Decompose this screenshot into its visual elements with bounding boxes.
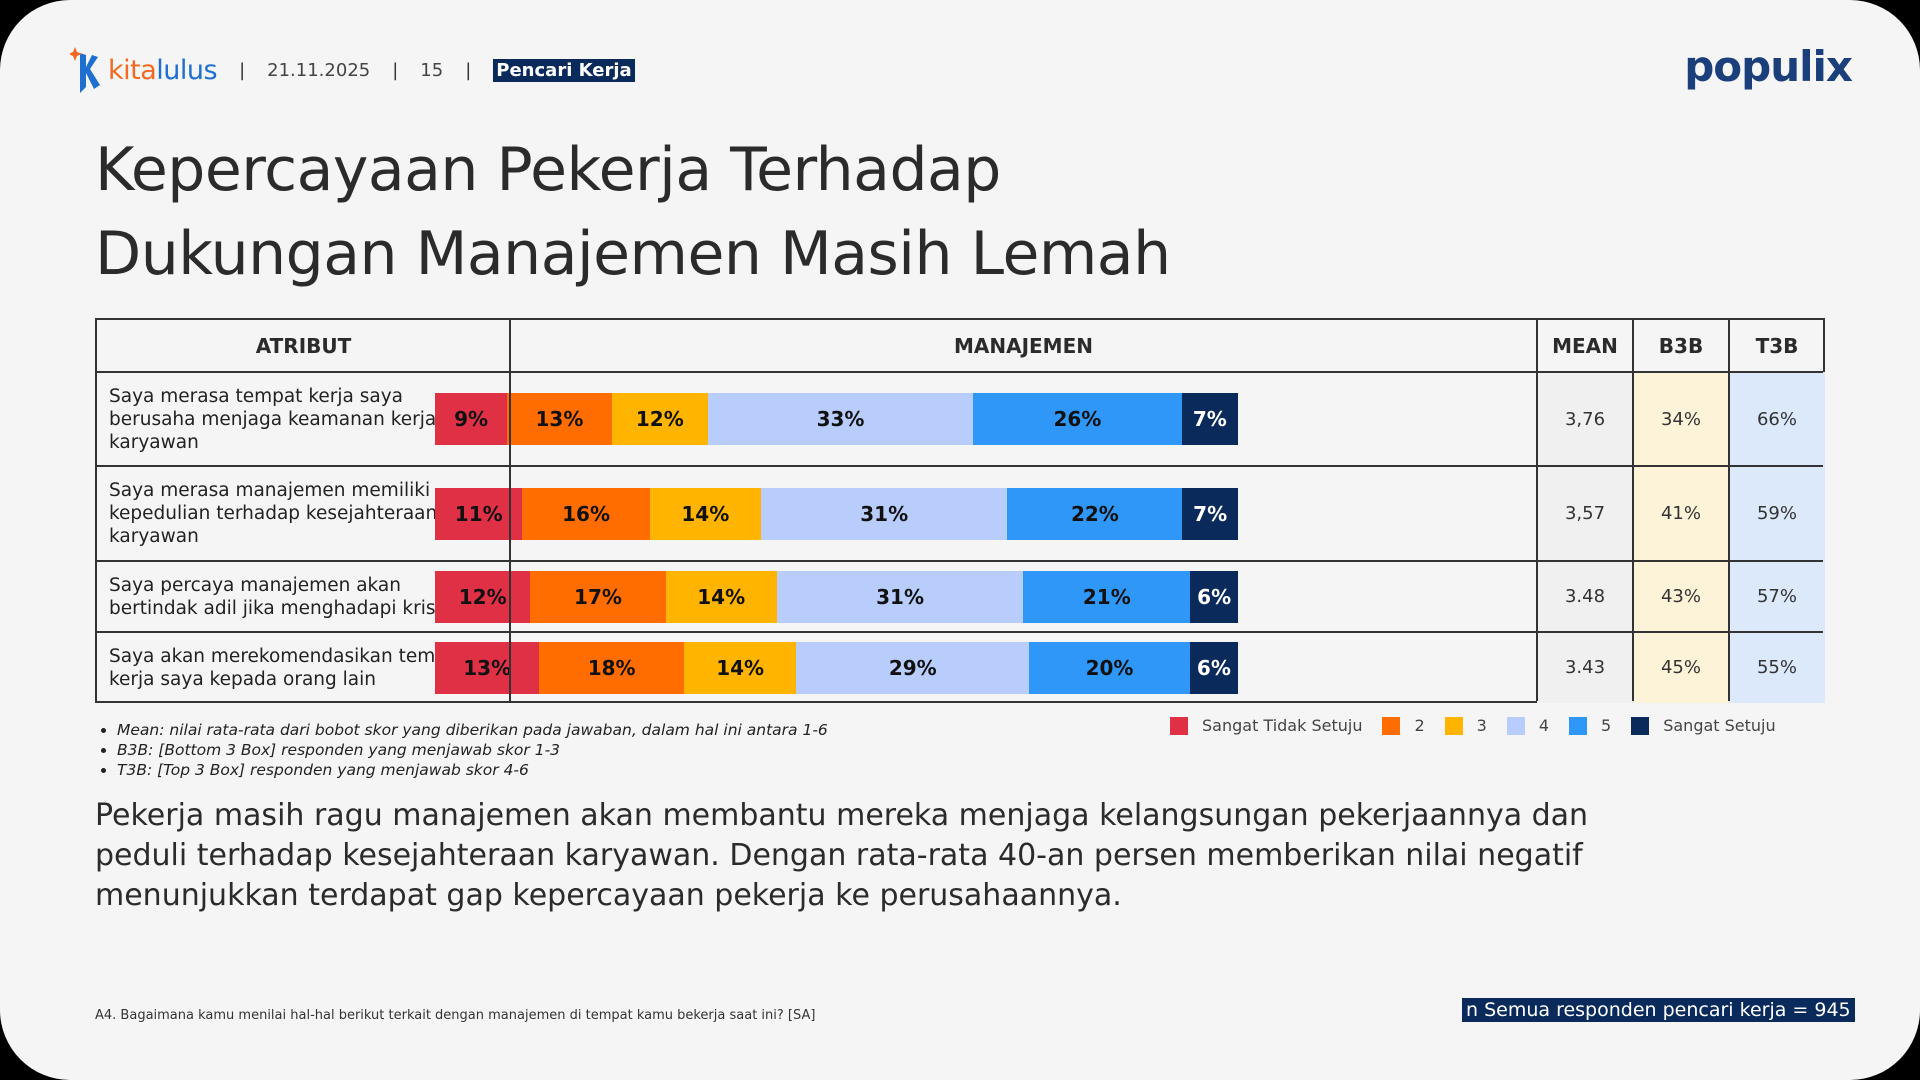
- bar-segment-1: 13%: [435, 641, 540, 694]
- bar-segment-4: 33%: [708, 393, 973, 445]
- legend-item: 5: [1569, 716, 1611, 735]
- legend-item: Sangat Tidak Setuju: [1170, 716, 1362, 735]
- header-atribut: ATRIBUT: [255, 334, 352, 358]
- bar-segment-2: 16%: [522, 487, 650, 540]
- header-separator: |: [465, 59, 472, 81]
- legend-item: Sangat Setuju: [1631, 716, 1776, 735]
- bar-segment-3: 14%: [665, 570, 777, 623]
- bar-segment-4: 29%: [796, 641, 1030, 694]
- bar-segment-3: 14%: [683, 641, 797, 694]
- attribute-cell: Saya merasa tempat kerja saya berusaha m…: [109, 385, 437, 453]
- header-date: 21.11.2025: [267, 59, 371, 81]
- kitalulus-mark-icon: [70, 47, 100, 93]
- mean-cell: 3.48: [1537, 561, 1633, 632]
- title-line-2: Dukungan Manajemen Masih Lemah: [95, 219, 1171, 289]
- legend-swatch-1: [1170, 716, 1188, 735]
- bar-segment-6: 7%: [1182, 487, 1238, 540]
- table-hline: [97, 371, 1823, 373]
- bar-segment-1: 9%: [435, 393, 508, 445]
- header: kita lulus | 21.11.2025 | 15 | Pencari Ke…: [70, 40, 635, 100]
- t3b-cell: 55%: [1729, 632, 1825, 703]
- bar-segment-6: 7%: [1181, 393, 1238, 445]
- kitalulus-word-a: kita: [108, 54, 157, 86]
- table-vline: [1536, 320, 1538, 701]
- header-separator: |: [392, 59, 399, 81]
- bar-segment-2: 13%: [507, 393, 612, 445]
- legend-item: 4: [1506, 716, 1550, 735]
- kitalulus-word-b: lulus: [156, 54, 218, 86]
- note-b3b: B3B: [Bottom 3 Box] responden yang menja…: [117, 740, 828, 760]
- table-vline: [509, 320, 511, 701]
- b3b-cell: 41%: [1633, 466, 1729, 561]
- populix-wordmark: populix: [1684, 42, 1853, 91]
- segment-tag: Pencari Kerja: [493, 58, 635, 82]
- sample-size-badge: n Semua responden pencari kerja = 945: [1462, 998, 1855, 1022]
- header-b3b: B3B: [1658, 334, 1704, 358]
- mean-cell: 3,57: [1537, 466, 1633, 561]
- bar-segment-6: 6%: [1190, 570, 1238, 623]
- question-footnote: A4. Bagaimana kamu menilai hal-hal berik…: [95, 1008, 816, 1023]
- attribute-cell: Saya merasa manajemen memiliki kepedulia…: [109, 480, 438, 547]
- legend-swatch-4: [1506, 716, 1525, 735]
- mean-cell: 3,76: [1537, 372, 1633, 466]
- b3b-cell: 34%: [1633, 372, 1729, 466]
- legend-item: 3: [1444, 716, 1487, 735]
- t3b-cell: 57%: [1729, 561, 1825, 632]
- note-t3b: T3B: [Top 3 Box] responden yang menjawab…: [117, 760, 828, 780]
- attribute-cell: Saya akan merekomendasikan tempat kerja …: [109, 645, 466, 690]
- header-t3b: T3B: [1755, 334, 1799, 358]
- bar-segment-5: 26%: [973, 393, 1182, 445]
- page-number: 15: [420, 59, 444, 81]
- t3b-cell: 59%: [1729, 466, 1825, 561]
- legend-swatch-5: [1569, 716, 1588, 735]
- bar-segment-2: 17%: [530, 570, 666, 623]
- page-title: Kepercayaan Pekerja Terhadap Dukungan Ma…: [95, 128, 1171, 296]
- table-hline: [97, 465, 1823, 467]
- bar-segment-3: 12%: [611, 393, 709, 445]
- populix-logo: populix: [1684, 42, 1853, 91]
- bar-segment-5: 21%: [1023, 570, 1191, 623]
- legend-swatch-6: [1631, 716, 1650, 735]
- bar-segment-4: 31%: [776, 570, 1024, 623]
- table-hline: [97, 560, 1823, 562]
- table-vline: [1632, 320, 1634, 701]
- legend-label-4: 4: [1538, 716, 1550, 735]
- b3b-cell: 45%: [1633, 632, 1729, 703]
- bar-segment-3: 14%: [649, 487, 761, 540]
- bar-segment-1: 11%: [435, 487, 523, 540]
- title-line-1: Kepercayaan Pekerja Terhadap: [95, 135, 1001, 205]
- bar-segment-1: 12%: [435, 570, 531, 623]
- note-mean: Mean: nilai rata-rata dari bobot skor ya…: [117, 720, 828, 740]
- header-mean: MEAN: [1552, 334, 1618, 358]
- legend-label-3: 3: [1476, 716, 1487, 735]
- header-separator: |: [239, 59, 246, 81]
- bar-segment-5: 20%: [1029, 641, 1190, 694]
- table-vline: [1728, 320, 1730, 701]
- attribute-cell: Saya percaya manajemen akan bertindak ad…: [109, 574, 451, 619]
- header-manajemen: MANAJEMEN: [953, 334, 1093, 358]
- legend-label-2: 2: [1414, 716, 1425, 735]
- b3b-cell: 43%: [1633, 561, 1729, 632]
- legend-label-1: Sangat Tidak Setuju: [1202, 716, 1363, 735]
- legend-label-6: Sangat Setuju: [1663, 716, 1776, 735]
- table-hline: [97, 631, 1823, 633]
- legend-swatch-2: [1382, 716, 1401, 735]
- survey-table: ATRIBUT MANAJEMEN MEAN B3B T3B Saya mera…: [95, 318, 1825, 703]
- t3b-cell: 66%: [1729, 372, 1825, 466]
- legend-swatch-3: [1444, 716, 1463, 735]
- insight-text: Pekerja masih ragu manajemen akan memban…: [95, 798, 1589, 913]
- legend-label-5: 5: [1601, 716, 1612, 735]
- legend-item: 2: [1382, 716, 1425, 735]
- mean-cell: 3.43: [1537, 632, 1633, 703]
- bar-segment-2: 18%: [539, 641, 684, 694]
- legend: Sangat Tidak Setuju 2 3 4 5 Sangat Setuj…: [1170, 716, 1776, 735]
- kitalulus-logo: kita lulus: [70, 43, 218, 97]
- bar-segment-4: 31%: [760, 487, 1008, 540]
- bar-segment-6: 6%: [1189, 641, 1238, 694]
- bar-segment-5: 22%: [1007, 487, 1183, 540]
- notes-list: Mean: nilai rata-rata dari bobot skor ya…: [95, 720, 828, 780]
